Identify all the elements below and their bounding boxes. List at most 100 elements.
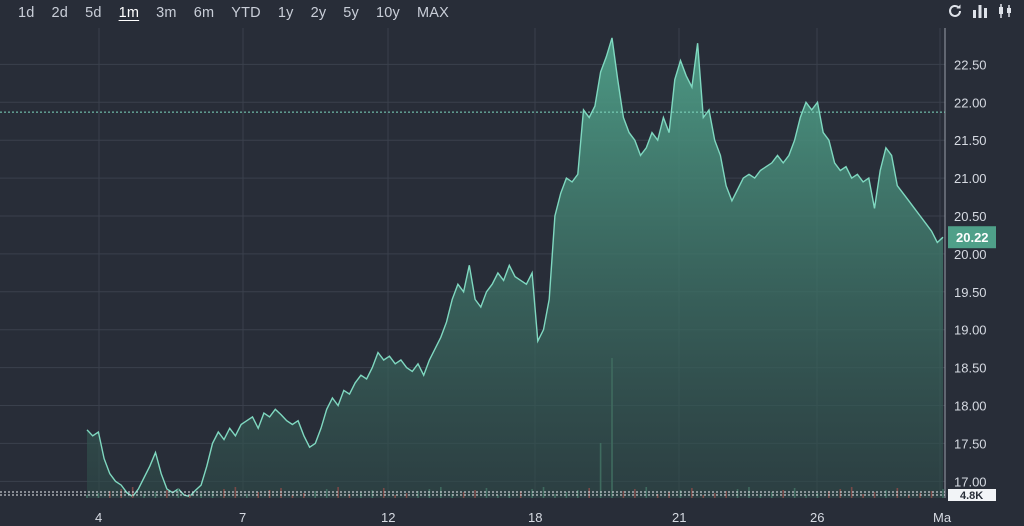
volume-bar xyxy=(850,487,853,498)
volume-bar xyxy=(245,494,248,498)
volume-bar xyxy=(771,492,773,498)
range-button-3m[interactable]: 3m xyxy=(156,5,177,21)
volume-bar xyxy=(645,487,648,498)
volume-bar xyxy=(394,495,396,498)
x-tick-label: 4 xyxy=(95,510,102,525)
x-tick-label: 26 xyxy=(810,510,824,525)
y-tick-label: 20.00 xyxy=(954,247,987,262)
volume-bar xyxy=(565,492,568,498)
x-tick-label: 7 xyxy=(239,510,246,525)
volume-bar xyxy=(531,489,533,498)
range-selector: 1d 2d 5d 1m 3m 6m YTD 1y 2y 5y 10y MAX xyxy=(0,0,778,26)
volume-bar xyxy=(907,495,910,498)
y-tick-label: 22.50 xyxy=(954,57,987,72)
price-area xyxy=(87,37,943,499)
y-tick-label: 17.00 xyxy=(954,474,987,489)
volume-label: 4.8K xyxy=(960,490,983,502)
range-button-5y[interactable]: 5y xyxy=(343,5,359,21)
volume-bar xyxy=(451,494,454,498)
volume-bar xyxy=(382,488,385,498)
volume-bar xyxy=(611,358,613,498)
volume-bar xyxy=(679,490,682,498)
y-tick-label: 18.00 xyxy=(954,399,987,414)
volume-bar xyxy=(576,490,579,498)
volume-bar xyxy=(497,495,499,498)
last-price-tag xyxy=(948,226,996,249)
volume-bar xyxy=(839,489,842,498)
volume-bar xyxy=(885,490,887,498)
volume-bar xyxy=(930,491,933,498)
volume-bar xyxy=(86,495,88,498)
last-price-label: 20.22 xyxy=(956,230,989,245)
x-tick-label: Ma xyxy=(933,510,952,525)
volume-bar xyxy=(702,495,705,498)
volume-bar xyxy=(634,489,636,498)
volume-bar xyxy=(268,490,271,498)
range-button-6m[interactable]: 6m xyxy=(193,5,215,21)
volume-bar xyxy=(873,492,876,498)
range-button-1y[interactable]: 1y xyxy=(277,5,294,21)
volume-bar xyxy=(325,489,328,498)
range-button-1m[interactable]: 1m xyxy=(118,5,140,21)
bar-chart-icon[interactable] xyxy=(971,2,989,20)
range-button-1d[interactable]: 1d xyxy=(18,5,35,21)
volume-bar xyxy=(428,489,431,498)
volume-bar xyxy=(599,443,602,498)
range-button-2d[interactable]: 2d xyxy=(51,5,69,21)
volume-bar xyxy=(280,488,282,498)
volume-bar xyxy=(759,494,762,498)
volume-bar xyxy=(942,489,944,498)
x-tick-label: 21 xyxy=(672,510,686,525)
volume-tag xyxy=(948,489,996,501)
range-button-max[interactable]: MAX xyxy=(416,5,450,21)
price-line xyxy=(86,37,944,498)
volume-bar xyxy=(348,494,351,498)
candlestick-icon[interactable] xyxy=(996,2,1014,20)
volume-bar xyxy=(782,490,785,498)
x-tick-label: 12 xyxy=(381,510,395,525)
volume-bar xyxy=(234,487,237,498)
range-button-5d[interactable]: 5d xyxy=(85,5,102,21)
volume-bar xyxy=(154,492,157,498)
volume-bar xyxy=(622,491,625,498)
volume-bar xyxy=(588,488,590,498)
refresh-icon[interactable] xyxy=(946,2,964,20)
y-tick-label: 21.00 xyxy=(954,171,987,186)
y-tick-label: 17.50 xyxy=(954,436,987,451)
range-button-2y[interactable]: 2y xyxy=(310,5,327,21)
volume-bar xyxy=(896,488,899,498)
volume-bar xyxy=(462,492,465,498)
volume-bar xyxy=(166,490,168,498)
volume-bar xyxy=(314,491,317,498)
y-tick-label: 19.50 xyxy=(954,285,987,300)
volume-bar xyxy=(485,488,488,498)
volume-bar xyxy=(736,489,739,498)
volume-bar xyxy=(725,491,727,498)
volume-bar xyxy=(291,495,294,498)
volume-bar xyxy=(405,493,408,498)
volume-bar xyxy=(97,493,100,498)
range-button-10y[interactable]: 10y xyxy=(376,5,400,21)
volume-bar xyxy=(177,488,180,498)
y-tick-label: 22.00 xyxy=(954,95,987,110)
volume-bar xyxy=(223,489,225,498)
y-tick-label: 20.50 xyxy=(954,209,987,224)
volume-bar xyxy=(793,488,796,498)
volume-bar xyxy=(303,493,305,498)
y-tick-label: 18.50 xyxy=(954,361,987,376)
volume-bar xyxy=(713,493,716,498)
volume-bar xyxy=(691,488,693,498)
volume-bar xyxy=(542,487,545,498)
volume-bar xyxy=(257,492,259,498)
y-tick-label: 19.00 xyxy=(954,323,987,338)
volume-bar xyxy=(337,487,339,498)
x-tick-label: 18 xyxy=(528,510,542,525)
y-tick-label: 21.50 xyxy=(954,133,987,148)
volume-bar xyxy=(188,495,191,498)
volume-bar xyxy=(656,494,659,498)
volume-bar xyxy=(143,494,145,498)
volume-bar xyxy=(371,490,374,498)
range-button-ytd[interactable]: YTD xyxy=(231,5,261,21)
volume-bar xyxy=(120,489,123,498)
chart-tools xyxy=(946,2,1014,20)
